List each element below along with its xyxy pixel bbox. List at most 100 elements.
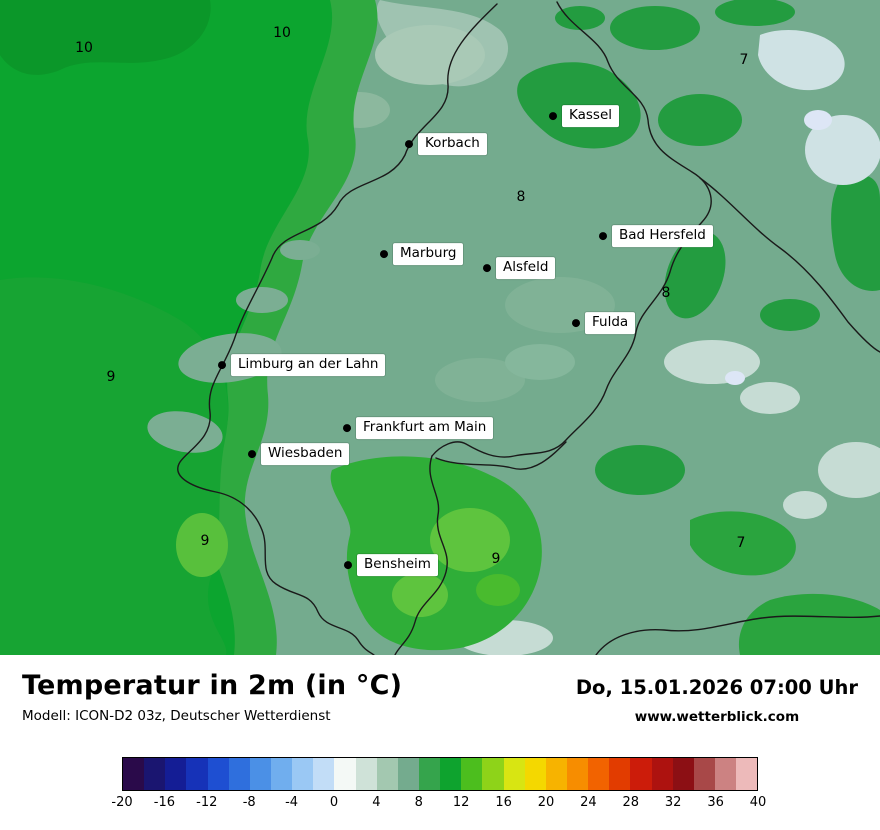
colorbar-segment	[524, 758, 546, 790]
colorbar-tick-label: 32	[664, 795, 682, 810]
city-dot	[549, 112, 557, 120]
temp-value-label: 10	[273, 25, 291, 41]
colorbar-segment	[292, 758, 314, 790]
colorbar-gradient	[122, 757, 758, 791]
temp-value-label: 8	[661, 285, 671, 301]
temp-value-label: 7	[739, 52, 749, 68]
colorbar-tick-label: 24	[580, 795, 597, 810]
colorbar-segment	[588, 758, 610, 790]
colorbar-segment	[503, 758, 525, 790]
city-dot	[380, 250, 388, 258]
state-boundary-lines	[177, 1, 880, 655]
temp-value-label: 8	[516, 189, 526, 205]
city-marker-frankfurt-am-main: Frankfurt am Main	[343, 417, 494, 439]
city-label: Alsfeld	[496, 257, 556, 279]
city-label: Bensheim	[357, 554, 438, 576]
colorbar-tick-label: 8	[414, 795, 423, 810]
city-marker-kassel: Kassel	[549, 105, 620, 127]
colorbar-segment	[123, 758, 145, 790]
temperature-map: 10 10 7 8 8 9 9 9 7 Kassel Korbach Bad Hersfeld Mar…	[0, 0, 880, 655]
colorbar-segment	[714, 758, 737, 790]
colorbar-segment	[461, 758, 483, 790]
city-label: Marburg	[393, 243, 464, 265]
colorbar-segment	[165, 758, 187, 790]
temp-value-label: 9	[491, 551, 501, 567]
city-marker-bensheim: Bensheim	[344, 554, 438, 576]
colorbar-tick-label: 36	[707, 795, 724, 810]
colorbar-tick-label: 20	[537, 795, 555, 810]
city-dot	[248, 450, 256, 458]
colorbar-tick-label: 28	[622, 795, 640, 810]
colorbar-segment	[440, 758, 462, 790]
colorbar-tick-label: 4	[372, 795, 381, 810]
city-dot	[343, 424, 351, 432]
colorbar-tick-label: -16	[153, 795, 176, 810]
colorbar-segment	[545, 758, 567, 790]
city-label: Bad Hersfeld	[612, 225, 713, 247]
city-marker-wiesbaden: Wiesbaden	[248, 443, 350, 465]
city-dot	[218, 361, 226, 369]
city-label: Korbach	[418, 133, 487, 155]
city-label: Wiesbaden	[261, 443, 350, 465]
website-link[interactable]: www.wetterblick.com	[634, 709, 800, 725]
colorbar-tick-label: -8	[242, 795, 256, 810]
colorbar-segment	[334, 758, 356, 790]
colorbar-segment	[355, 758, 377, 790]
colorbar-segment	[249, 758, 271, 790]
colorbar-segment	[186, 758, 208, 790]
colorbar-tick-label: 40	[749, 795, 767, 810]
city-dot	[572, 319, 580, 327]
colorbar-tick-label: -12	[196, 795, 218, 810]
city-dot	[405, 140, 413, 148]
footer-left: Temperatur in 2m (in °C) Modell: ICON-D2…	[22, 670, 402, 724]
colorbar-segment	[672, 758, 694, 790]
city-marker-alsfeld: Alsfeld	[483, 257, 556, 279]
colorbar-tick-label: 0	[329, 795, 339, 810]
city-dot	[344, 561, 352, 569]
colorbar-tick-label: -4	[285, 795, 299, 810]
colorbar-area: -20 -16 -12 -8 -4 0 4 8 12 16 20 24 28 32 36 40	[0, 745, 880, 830]
temp-value-label: 9	[200, 533, 210, 549]
colorbar-segment	[418, 758, 441, 790]
city-dot	[483, 264, 491, 272]
map-title: Temperatur in 2m (in °C)	[22, 670, 403, 701]
colorbar-tick-label: 12	[452, 795, 470, 810]
city-label: Kassel	[562, 105, 620, 127]
city-markers: Kassel Korbach Bad Hersfeld Marburg Alsfeld F…	[218, 105, 713, 576]
forecast-datetime: Do, 15.01.2026 07:00 Uhr	[575, 676, 858, 699]
colorbar: -20 -16 -12 -8 -4 0 4 8 12 16 20 24 28 32 36 40	[111, 757, 766, 815]
model-info: Modell: ICON-D2 03z, Deutscher Wetterdie…	[22, 708, 331, 724]
colorbar-segment	[482, 758, 504, 790]
colorbar-segment	[630, 758, 652, 790]
city-marker-marburg: Marburg	[380, 243, 464, 265]
colorbar-segment	[566, 758, 589, 790]
city-label: Fulda	[585, 312, 636, 334]
colorbar-segment	[693, 758, 715, 790]
colorbar-segment	[144, 758, 166, 790]
city-marker-limburg-an-der-lahn: Limburg an der Lahn	[218, 354, 386, 376]
colorbar-tick-label: -20	[111, 795, 133, 810]
temp-value-layer: 10 10 7 8 8 9 9 9 7	[75, 25, 749, 567]
colorbar-segment	[313, 758, 335, 790]
city-label: Frankfurt am Main	[356, 417, 494, 439]
colorbar-segment	[376, 758, 398, 790]
colorbar-segment	[651, 758, 673, 790]
colorbar-segment	[207, 758, 229, 790]
colorbar-segment	[397, 758, 419, 790]
footer-right: Do, 15.01.2026 07:00 Uhr www.wetterblick…	[576, 670, 858, 725]
colorbar-segment	[228, 758, 250, 790]
city-marker-korbach: Korbach	[405, 133, 487, 155]
colorbar-ticks: -20 -16 -12 -8 -4 0 4 8 12 16 20 24 28 32 36 40	[111, 795, 766, 815]
temp-value-label: 7	[736, 535, 746, 551]
colorbar-segment	[736, 758, 758, 790]
colorbar-segment	[609, 758, 631, 790]
city-marker-bad-hersfeld: Bad Hersfeld	[599, 225, 713, 247]
temp-value-label: 9	[106, 369, 116, 385]
city-label: Limburg an der Lahn	[231, 354, 386, 376]
footer: Temperatur in 2m (in °C) Modell: ICON-D2…	[0, 655, 880, 745]
temp-value-label: 10	[75, 40, 93, 56]
city-dot	[599, 232, 607, 240]
colorbar-segment	[270, 758, 293, 790]
temperature-field-svg	[0, 0, 880, 655]
